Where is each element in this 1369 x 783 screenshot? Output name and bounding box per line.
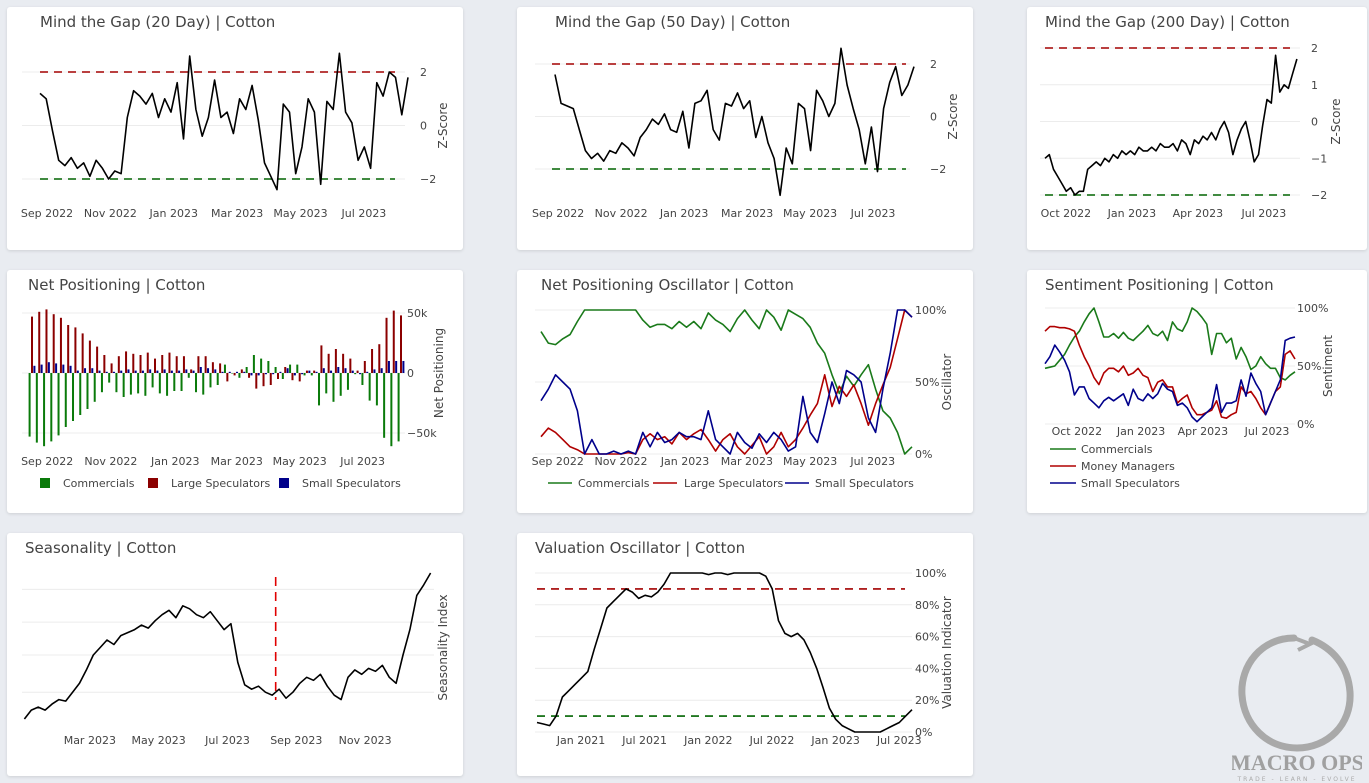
mtg20-panel (7, 7, 463, 250)
mtg200-title: Mind the Gap (200 Day) | Cotton (1045, 13, 1290, 31)
macro-ops-logo: MACRO OPS TRADE - LEARN - EVOLVE (1232, 634, 1362, 783)
mtg50-panel (517, 7, 973, 250)
valuation-panel (517, 533, 973, 776)
seasonality-panel (7, 533, 463, 776)
sentiment-title: Sentiment Positioning | Cotton (1045, 276, 1274, 294)
net-positioning-panel (7, 270, 463, 513)
seasonality-title: Seasonality | Cotton (25, 539, 177, 557)
npo-panel (517, 270, 973, 513)
sentiment-panel (1027, 270, 1367, 513)
svg-text:TRADE - LEARN - EVOLVE: TRADE - LEARN - EVOLVE (1236, 776, 1356, 783)
mtg50-title: Mind the Gap (50 Day) | Cotton (555, 13, 791, 31)
valuation-title: Valuation Oscillator | Cotton (535, 539, 746, 557)
mtg20-title: Mind the Gap (20 Day) | Cotton (40, 13, 276, 31)
npo-title: Net Positioning Oscillator | Cotton (541, 276, 794, 294)
net-positioning-title: Net Positioning | Cotton (28, 276, 206, 294)
mtg200-panel (1027, 7, 1367, 250)
svg-text:MACRO OPS: MACRO OPS (1232, 750, 1362, 775)
